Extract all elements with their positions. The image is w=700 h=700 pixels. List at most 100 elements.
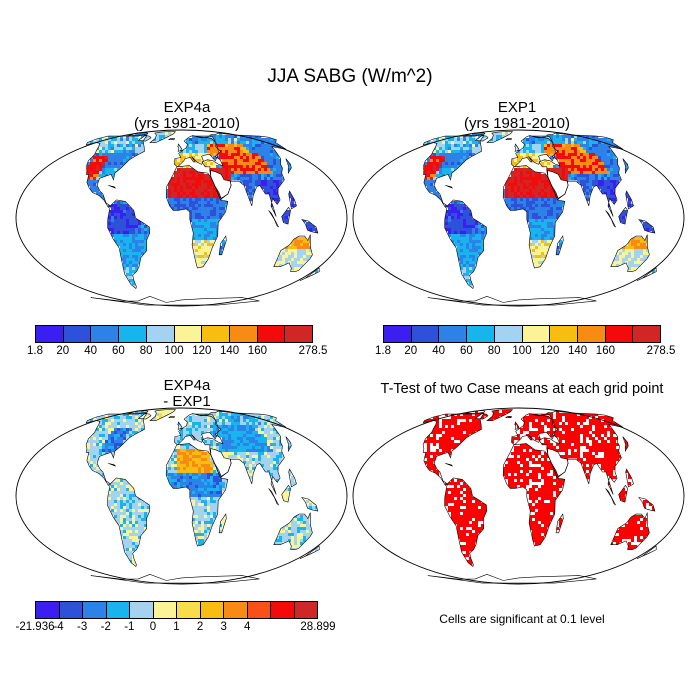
colorbar-swatch: [36, 602, 60, 618]
colorbar-swatch: [247, 602, 271, 618]
coastline-sumatra: [605, 210, 616, 228]
coastline-europe: [174, 135, 219, 168]
coastline-uk: [514, 143, 520, 152]
coastline-borneo: [281, 484, 291, 503]
coastline-antarctica: [427, 295, 597, 306]
coastline-japan: [285, 158, 292, 175]
coastline-japan: [622, 436, 629, 453]
coastline-asia: [195, 410, 287, 495]
coastline-iceland: [505, 138, 512, 140]
colorbar-tick-label: -2: [100, 621, 111, 633]
colorbar-swatch: [494, 326, 523, 342]
colorbar-swatch: [294, 602, 317, 618]
colorbar-tick-label: 40: [84, 345, 97, 357]
colorbar-swatch: [522, 326, 551, 342]
map-border: [352, 407, 685, 585]
colorbar-swatch: [174, 326, 203, 342]
coastline-europe: [174, 413, 219, 446]
coastline-antarctica: [90, 295, 260, 306]
colorbar-swatch: [633, 326, 661, 342]
colorbar-swatch: [130, 602, 154, 618]
coastline-uk: [177, 421, 183, 430]
coastline-cuba: [445, 185, 453, 189]
colorbar-swatch: [36, 326, 64, 342]
colorbar-tick-label: 2: [196, 621, 204, 633]
coastline-northAmerica: [85, 412, 148, 486]
coastline-asia: [195, 132, 287, 217]
panel-1-title: EXP4a (yrs 1981-2010): [22, 100, 352, 132]
coastline-arabiaFix: [210, 170, 232, 201]
coastline-cuba: [108, 185, 116, 189]
coastline-southAmerica: [106, 199, 151, 290]
coastline-borneo: [618, 206, 628, 225]
coastline-arabiaFix: [210, 448, 232, 479]
coastline-nz: [636, 267, 657, 281]
map-border: [15, 407, 348, 585]
coastline-philippines: [625, 468, 634, 488]
colorbar-tick-label: -3: [77, 621, 88, 633]
coastline-australia: [610, 234, 650, 272]
coastline-japan: [285, 436, 292, 453]
colorbar-labels: 1.8 20 40 60 80 100 120 140 160 278.5: [27, 345, 327, 359]
coastline-southAmerica: [443, 477, 488, 568]
colorbar-tick-label: 20: [404, 345, 418, 357]
colorbar-swatch: [59, 602, 83, 618]
colorbar-tick-label: 140: [568, 345, 588, 357]
colorbar-tick-label: 80: [487, 345, 501, 357]
map-ttest: [352, 407, 685, 585]
coastline-greenland: [486, 409, 514, 421]
coastline-europe: [511, 135, 556, 168]
coastline-northAmerica: [422, 412, 485, 486]
colorbar-swatch: [577, 326, 606, 342]
panel-3-title-line2: - EXP1: [163, 393, 211, 410]
colorbar-exp1: 1.8 20 40 60 80 100 120 140 160 278.5: [375, 325, 675, 359]
colorbar-tick-label: -1: [124, 621, 135, 633]
colorbar-swatch: [63, 326, 92, 342]
coastline-antarctica: [90, 573, 260, 584]
map-ttest-svg: [352, 407, 685, 585]
coastline-madagascar: [555, 513, 564, 534]
coastline-southAmerica: [106, 477, 151, 568]
colorbar-tick-label: 1: [173, 621, 180, 633]
coastline-australia: [610, 512, 650, 550]
map-exp4a: [15, 129, 348, 307]
colorbar-swatch: [119, 326, 147, 342]
colorbar-tick-label: 60: [111, 345, 125, 357]
coastline-sumatra: [605, 488, 616, 506]
map-difference: [15, 407, 348, 585]
coastline-borneo: [281, 206, 291, 225]
colorbar-swatch: [200, 602, 224, 618]
colorbar-exp4a: 1.8 20 40 60 80 100 120 140 160 278.5: [27, 325, 327, 359]
coastline-baffin: [474, 413, 489, 420]
coastline-northAmerica: [85, 134, 148, 208]
colorbar-swatch: [91, 326, 120, 342]
map-exp1-svg: [352, 129, 685, 307]
map-data-cells: [87, 132, 319, 289]
panel-2-title: EXP1 (yrs 1981-2010): [352, 100, 682, 132]
colorbar-tick-label: 278.5: [298, 345, 328, 357]
colorbar-tick-label: 100: [164, 345, 184, 357]
coastline-baffin: [474, 135, 489, 142]
coastline-greenland: [149, 409, 177, 421]
colorbar-swatch: [224, 602, 248, 618]
coastline-australia: [273, 512, 313, 550]
colorbar-swatch: [146, 326, 175, 342]
coastline-newGuinea: [301, 497, 319, 512]
map-difference-svg: [15, 407, 348, 585]
panel-2-title-line2: (yrs 1981-2010): [464, 115, 570, 132]
colorbar-tick-label: 100: [512, 345, 532, 357]
coastline-nz: [299, 267, 320, 281]
coastline-europe: [511, 413, 556, 446]
colorbar-swatch: [271, 602, 295, 618]
colorbar-tick-label: 0: [149, 621, 157, 633]
coastline-uk: [177, 143, 183, 152]
colorbar-labels: 1.8 20 40 60 80 100 120 140 160 278.5: [375, 345, 675, 359]
panel-1-title-line2: (yrs 1981-2010): [134, 115, 240, 132]
coastline-baffin: [137, 413, 152, 420]
coastline-iceland: [168, 416, 175, 418]
colorbar-swatch: [384, 326, 412, 342]
colorbar-swatch: [153, 602, 177, 618]
coastline-madagascar: [218, 513, 227, 534]
coastline-asia: [532, 410, 624, 495]
coastline-iceland: [168, 138, 175, 140]
